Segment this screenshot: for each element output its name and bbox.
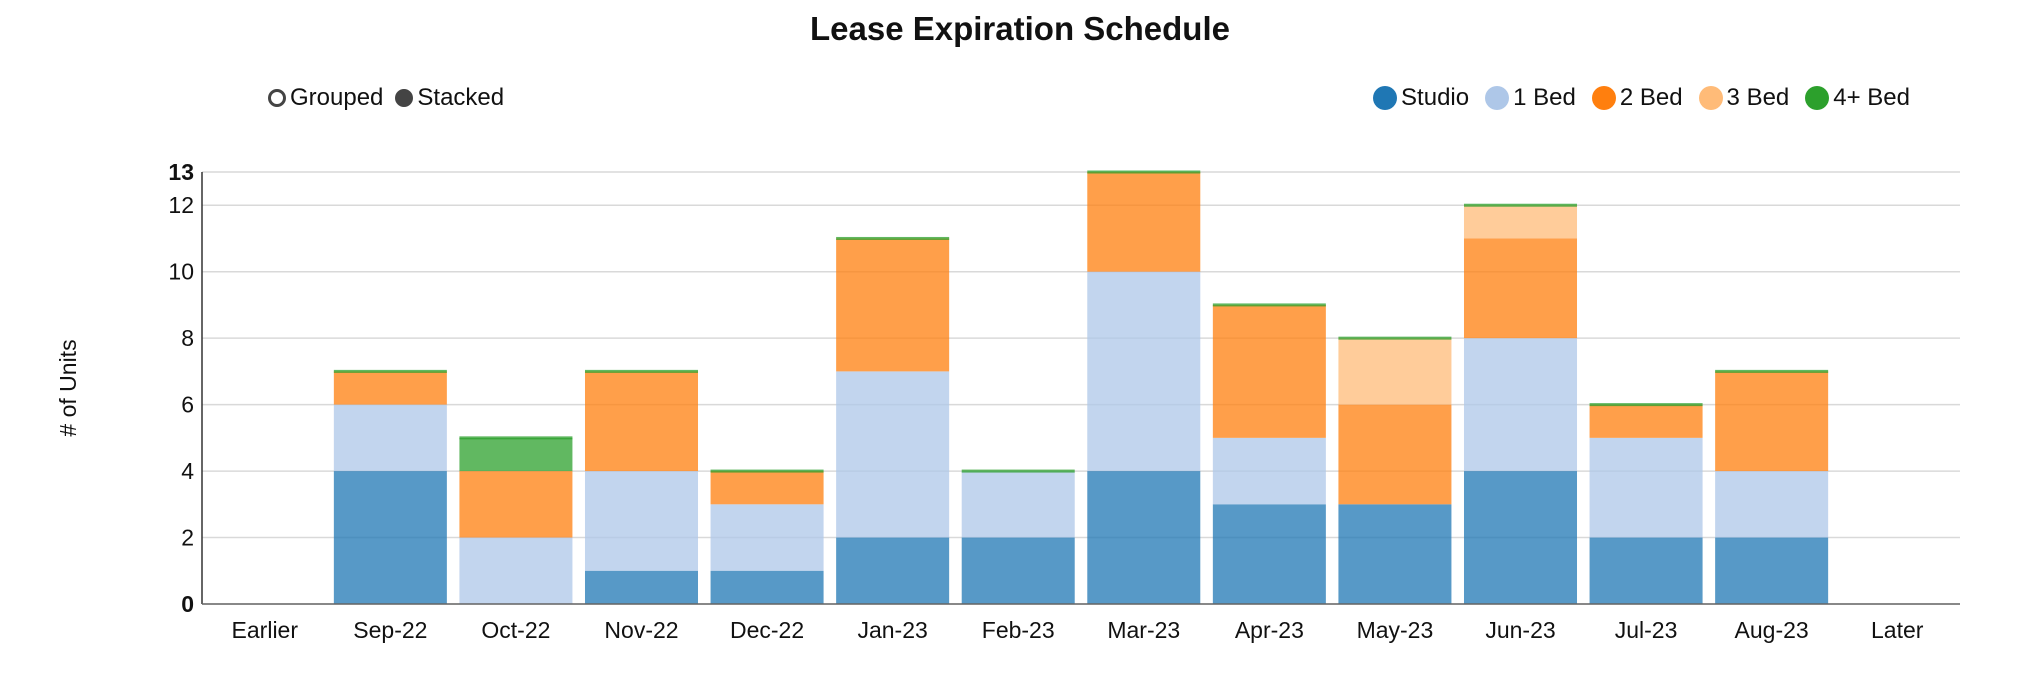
stacked-radio-icon[interactable] (395, 89, 414, 107)
bar-segment (1589, 437, 1703, 538)
x-tick-label: Mar-23 (1107, 617, 1180, 643)
bars (333, 170, 1829, 604)
bar-segment (333, 471, 447, 604)
bar-segment (459, 471, 573, 538)
grouped-option[interactable]: Grouped (268, 84, 383, 112)
bar-segment (836, 371, 950, 538)
bar-segment (1087, 471, 1201, 604)
stacked-option[interactable]: Stacked (395, 84, 504, 112)
bar-cap (459, 436, 573, 440)
x-tick-label: Later (1871, 617, 1924, 643)
bar-cap (836, 236, 950, 240)
legend-item[interactable]: 4+ Bed (1805, 84, 1910, 112)
legend-swatch-icon (1485, 86, 1510, 110)
x-tick-label: Feb-23 (982, 617, 1055, 643)
y-tick-label: 4 (181, 458, 194, 484)
bar-segment (1715, 471, 1829, 538)
legend-item[interactable]: Studio (1373, 84, 1469, 112)
chart-mode-controls: Grouped Stacked (268, 84, 504, 112)
bar-segment (710, 471, 824, 505)
x-tick-label: Nov-22 (604, 617, 678, 643)
x-tick-label: Oct-22 (481, 617, 550, 643)
x-tick-label: Jan-23 (857, 617, 927, 643)
bar-segment (1715, 537, 1829, 604)
legend-item[interactable]: 2 Bed (1591, 84, 1683, 112)
bar-cap (1212, 303, 1326, 307)
bar-segment (584, 471, 699, 571)
bar-segment (1463, 471, 1578, 604)
bar-segment (333, 371, 447, 405)
bar-cap (1715, 369, 1829, 373)
y-tick-label: 13 (168, 159, 194, 185)
legend-label: 4+ Bed (1833, 84, 1910, 111)
x-tick-label: Jun-23 (1485, 617, 1555, 643)
bar-cap (1338, 336, 1452, 340)
legend: Studio 1 Bed 2 Bed 3 Bed 4+ Bed (1373, 84, 1910, 112)
bar-segment (1338, 504, 1452, 604)
legend-label: Studio (1401, 84, 1470, 111)
bar-segment (836, 238, 950, 372)
bar-segment (1589, 404, 1703, 438)
bar-segment (1087, 172, 1201, 272)
bar-segment (1212, 437, 1326, 505)
bar-segment (333, 404, 447, 472)
y-tick-label: 0 (181, 591, 194, 617)
chart-title: Lease Expiration Schedule (810, 10, 1230, 47)
x-tick-label: Apr-23 (1235, 617, 1304, 643)
bar-segment (961, 537, 1075, 604)
bar-segment (584, 371, 699, 472)
legend-swatch-icon (1805, 86, 1830, 110)
legend-label: 2 Bed (1619, 84, 1683, 111)
y-tick-label: 12 (168, 192, 194, 218)
legend-label: 1 Bed (1513, 84, 1576, 111)
bar-segment (1463, 205, 1578, 239)
bar-segment (584, 570, 699, 604)
y-tick-label: 6 (181, 392, 194, 418)
axes: 0 2 4 6 8 10 12 13 Earlier Sep-22 Oct-22 Nov-22 Dec-… (55, 159, 1960, 643)
bar-segment (459, 537, 573, 604)
bar-segment (1212, 504, 1326, 604)
grouped-radio-icon[interactable] (268, 89, 286, 107)
bar-cap (710, 469, 824, 473)
bar-segment (1338, 404, 1452, 505)
bar-cap (961, 469, 1075, 473)
bar-segment (836, 537, 950, 604)
bar-segment (1715, 371, 1829, 472)
bar-segment (710, 504, 824, 571)
bar-segment (1338, 338, 1452, 405)
grouped-label: Grouped (290, 84, 384, 111)
legend-item[interactable]: 1 Bed (1485, 84, 1576, 112)
legend-item[interactable]: 3 Bed (1698, 84, 1790, 112)
y-tick-label: 2 (181, 525, 194, 551)
bar-segment (710, 570, 824, 604)
bar-cap (1087, 170, 1201, 174)
x-tick-label: Earlier (232, 617, 299, 643)
bar-segment (961, 471, 1075, 538)
stacked-label: Stacked (417, 84, 505, 111)
legend-swatch-icon (1698, 86, 1723, 110)
bar-segment (1589, 537, 1703, 604)
y-axis-label: # of Units (55, 339, 81, 436)
bar-segment (1087, 271, 1201, 472)
bar-cap (333, 369, 447, 373)
bar-cap (1463, 203, 1578, 207)
x-tick-label: Sep-22 (353, 617, 427, 643)
x-tick-label: Dec-22 (730, 617, 804, 643)
bar-cap (1589, 403, 1703, 407)
bar-segment (1212, 304, 1326, 438)
legend-swatch-icon (1373, 86, 1398, 110)
bar-segment (1463, 338, 1578, 472)
bar-segment (459, 437, 573, 472)
y-tick-label: 10 (168, 259, 194, 285)
legend-label: 3 Bed (1726, 84, 1790, 111)
bar-cap (584, 369, 699, 373)
x-tick-label: May-23 (1357, 617, 1434, 643)
x-tick-label: Aug-23 (1735, 617, 1809, 643)
legend-swatch-icon (1591, 86, 1616, 110)
bar-segment (1463, 238, 1578, 339)
y-tick-label: 8 (181, 325, 194, 351)
x-tick-label: Jul-23 (1615, 617, 1678, 643)
